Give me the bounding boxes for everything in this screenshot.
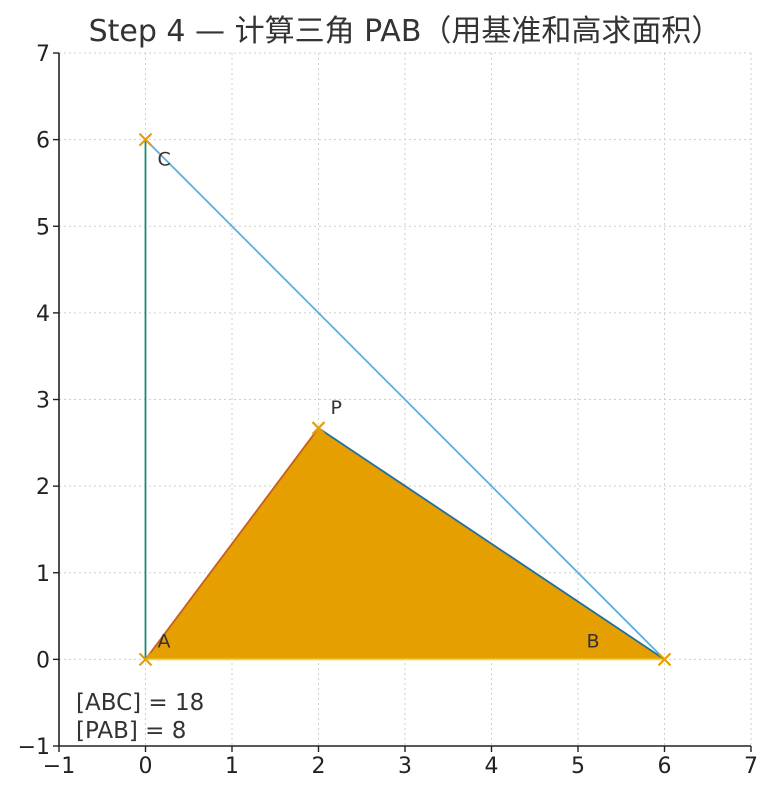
x-tick-label: 6 bbox=[658, 754, 672, 779]
marker-stroke bbox=[138, 652, 153, 667]
point-label-p: P bbox=[331, 397, 342, 419]
marker-stroke bbox=[138, 132, 153, 147]
segment-ap bbox=[144, 427, 320, 660]
x-tick-label: 7 bbox=[744, 754, 758, 779]
x-tick-label: 3 bbox=[398, 754, 412, 779]
point-label-a: A bbox=[158, 630, 171, 652]
y-tick-label: 6 bbox=[36, 129, 50, 154]
annotation-abc-area: [ABC] = 18 bbox=[76, 690, 204, 716]
x-tick-label: 2 bbox=[312, 754, 326, 779]
point-label-b: B bbox=[587, 630, 600, 652]
point-marker-b bbox=[657, 652, 672, 667]
segment-pb bbox=[317, 427, 666, 661]
segment-cb bbox=[144, 138, 666, 661]
y-tick-label: 2 bbox=[36, 475, 50, 500]
y-tick-label: 1 bbox=[36, 562, 50, 587]
grid bbox=[58, 52, 752, 747]
y-tick-label: 7 bbox=[36, 42, 50, 67]
axes: −1 0 1 2 3 4 5 6 7 −1 0 1 2 3 4 5 6 7 bbox=[18, 42, 758, 779]
x-tick-label: 5 bbox=[571, 754, 585, 779]
triangle-pab-fill bbox=[145, 428, 665, 660]
point-marker-c bbox=[138, 132, 153, 147]
y-tick-label: −1 bbox=[18, 735, 50, 760]
point-marker-a bbox=[138, 652, 153, 667]
y-tick-label: 0 bbox=[36, 648, 50, 673]
point-marker-p bbox=[311, 421, 326, 435]
y-tick-label: 3 bbox=[36, 389, 50, 414]
annotation-pab-area: [PAB] = 8 bbox=[76, 718, 186, 744]
marker-stroke bbox=[657, 652, 672, 667]
x-tick-label: −1 bbox=[43, 754, 75, 779]
y-tick-label: 4 bbox=[36, 302, 50, 327]
x-tick-label: 0 bbox=[139, 754, 153, 779]
chart-title: Step 4 — 计算三角 PAB（用基准和高求面积） bbox=[89, 14, 722, 49]
x-tick-label: 4 bbox=[485, 754, 499, 779]
plot-area: A B C P bbox=[138, 132, 672, 667]
marker-stroke bbox=[311, 421, 326, 435]
x-tick-label: 1 bbox=[225, 754, 239, 779]
y-tick-label: 5 bbox=[36, 215, 50, 240]
point-label-c: C bbox=[158, 149, 171, 171]
